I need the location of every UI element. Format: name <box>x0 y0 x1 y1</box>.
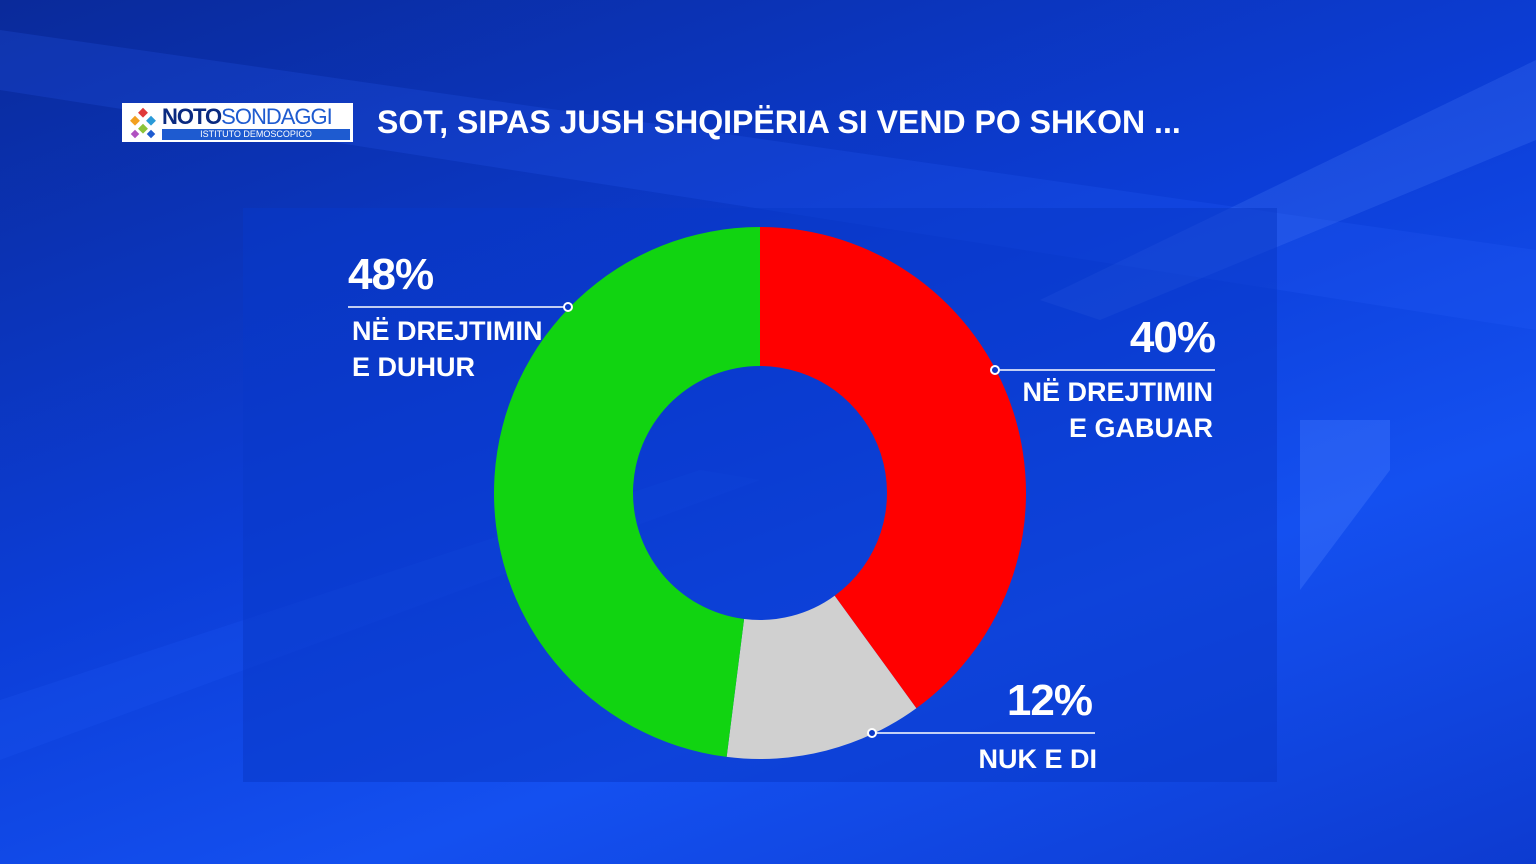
value-label: 40% <box>1129 313 1216 362</box>
leader-dot <box>563 302 573 312</box>
logo-text: NOTOSONDAGGI <box>162 104 333 130</box>
slice <box>493 227 760 757</box>
category-label: NË DREJTIMIN E DUHUR <box>352 316 543 382</box>
category-label: NUK E DI <box>978 744 1097 774</box>
value-label: 12% <box>1006 676 1093 725</box>
value-label: 48% <box>348 250 434 299</box>
leader-dot <box>867 728 877 738</box>
logo: NOTOSONDAGGI ISTITUTO DEMOSCOPICO <box>122 103 353 142</box>
slice <box>760 227 1026 709</box>
chart-title: SOT, SIPAS JUSH SHQIPËRIA SI VEND PO SHK… <box>377 104 1181 140</box>
logo-icon <box>130 107 156 139</box>
brand-b: SONDAGGI <box>221 104 333 129</box>
leader-dot <box>990 365 1000 375</box>
brand-a: NOTO <box>162 104 222 129</box>
bg-block <box>1300 420 1390 590</box>
slice <box>726 595 917 760</box>
category-label: NË DREJTIMIN E GABUAR <box>1022 377 1213 443</box>
logo-tagline: ISTITUTO DEMOSCOPICO <box>162 129 350 140</box>
